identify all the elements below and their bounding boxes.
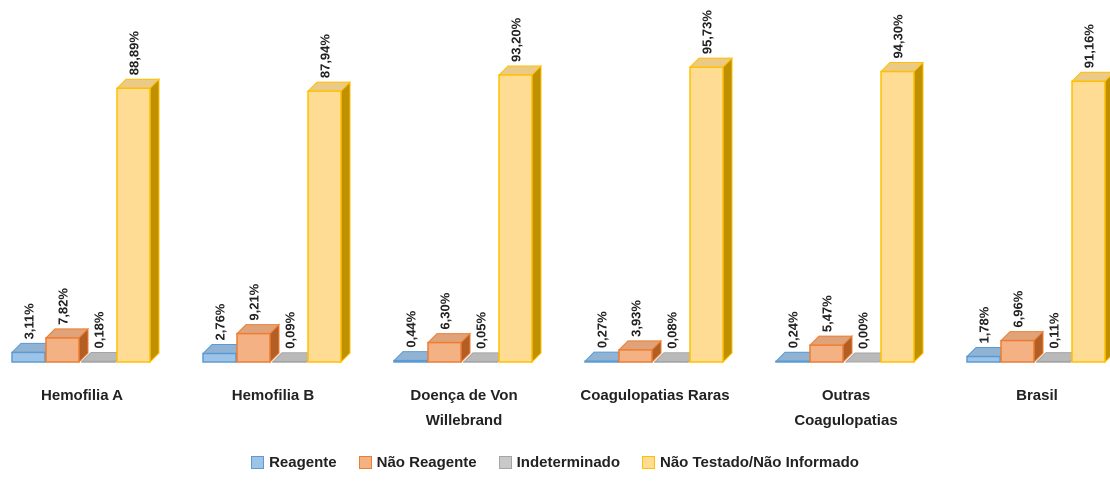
- data-label: 0,24%: [786, 311, 801, 348]
- bar-front: [307, 90, 342, 363]
- legend-swatch: [498, 456, 512, 469]
- data-label: 94,30%: [891, 14, 906, 59]
- bar: [617, 339, 663, 364]
- bar-side: [913, 61, 924, 364]
- x-tick-label: Coagulopatias Raras: [580, 387, 730, 404]
- data-label: 0,44%: [404, 310, 419, 347]
- bar-front: [1071, 80, 1106, 363]
- data-label: 3,93%: [629, 300, 644, 337]
- data-label: 0,27%: [595, 311, 610, 348]
- bar-front: [236, 332, 271, 363]
- data-label: 93,20%: [509, 17, 524, 62]
- legend-label: Não Testado/Não Informado: [660, 454, 859, 471]
- data-label: 0,11%: [1047, 312, 1062, 349]
- data-label: 95,73%: [700, 10, 715, 55]
- bar-side: [531, 64, 542, 364]
- plot-area: 3,11% 7,82% 0,18% 88,89% 2,76% 9,21% 0,09% 87,9…: [10, 10, 1110, 364]
- bar-side: [722, 56, 733, 364]
- bar-front: [584, 360, 619, 363]
- bar-front: [202, 352, 237, 363]
- data-label: 2,76%: [213, 303, 228, 340]
- bar-front: [116, 87, 151, 363]
- bar-front: [689, 66, 724, 363]
- bar: [999, 330, 1045, 364]
- bar-side: [340, 80, 351, 364]
- legend-label: Reagente: [269, 454, 337, 471]
- bar: [497, 64, 543, 364]
- bar-front: [427, 341, 462, 363]
- bar-front: [498, 74, 533, 363]
- bar-front: [1000, 339, 1035, 363]
- bar: [115, 78, 161, 364]
- bar: [688, 56, 734, 364]
- data-label: 88,89%: [127, 31, 142, 76]
- data-label: 0,18%: [92, 311, 107, 348]
- data-label: 87,94%: [318, 34, 333, 79]
- data-label: 6,96%: [1011, 290, 1026, 327]
- bar: [44, 327, 90, 364]
- bar-front: [809, 344, 844, 363]
- bar: [808, 334, 854, 364]
- bar: [426, 332, 472, 364]
- data-label: 7,82%: [56, 288, 71, 325]
- bar: [1070, 71, 1110, 364]
- bar-front: [81, 360, 116, 363]
- data-label: 0,08%: [665, 311, 680, 348]
- legend-swatch: [358, 456, 372, 469]
- legend-item: Não Testado/Não Informado: [642, 454, 859, 471]
- data-label: 1,78%: [977, 306, 992, 343]
- legend: Reagente Não Reagente Indeterminado Não Tes…: [0, 454, 1110, 471]
- x-tick-label: Hemofilia B: [231, 387, 315, 404]
- data-label: 3,11%: [22, 303, 37, 340]
- legend-item: Reagente: [251, 454, 337, 471]
- bar: [235, 323, 281, 364]
- x-tick-label: Outras Coagulopatias: [794, 387, 898, 429]
- bar-front: [11, 351, 46, 363]
- data-label: 0,05%: [474, 312, 489, 349]
- data-label: 9,21%: [247, 283, 262, 320]
- bar: [879, 61, 925, 364]
- data-label: 91,16%: [1082, 24, 1097, 69]
- x-tick-label: Hemofilia A: [41, 387, 123, 404]
- legend-item: Não Reagente: [358, 454, 477, 471]
- bar: [306, 80, 352, 364]
- x-tick-label: Brasil: [1016, 387, 1058, 404]
- data-label: 0,00%: [856, 312, 871, 349]
- legend-swatch: [642, 456, 655, 469]
- bar-front: [966, 355, 1001, 363]
- bar-front: [618, 349, 653, 363]
- bar-front: [45, 337, 80, 363]
- legend-item: Indeterminado: [498, 454, 620, 471]
- bar-side: [149, 78, 160, 364]
- data-label: 5,47%: [820, 295, 835, 332]
- x-tick-label: Doença de Von Willebrand: [410, 387, 518, 429]
- data-label: 6,30%: [438, 292, 453, 329]
- bar-front: [393, 359, 428, 363]
- bar-front: [880, 70, 915, 363]
- bar-top: [1070, 71, 1110, 82]
- legend-label: Não Reagente: [376, 454, 477, 471]
- legend-swatch: [251, 456, 265, 469]
- bar-front: [775, 360, 810, 363]
- data-label: 0,09%: [283, 311, 298, 348]
- legend-label: Indeterminado: [516, 454, 620, 471]
- bar: [392, 350, 438, 364]
